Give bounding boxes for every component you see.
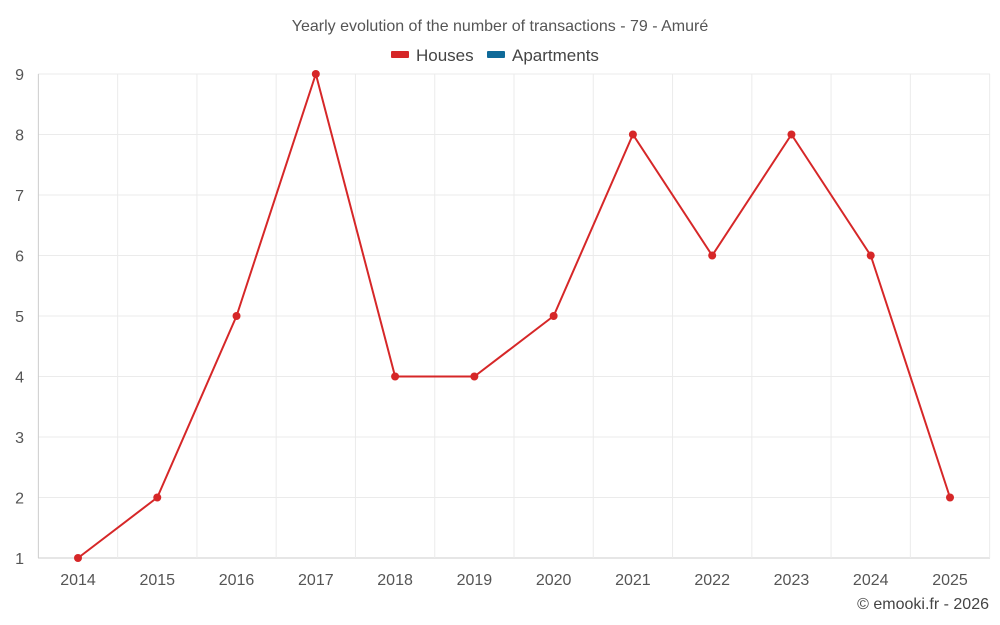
- legend-item-apartments[interactable]: Apartments: [487, 46, 599, 65]
- y-tick-label: 8: [15, 128, 24, 145]
- x-tick-label: 2023: [774, 572, 810, 589]
- chart-title: Yearly evolution of the number of transa…: [292, 18, 709, 35]
- data-point-2016[interactable]: [232, 312, 241, 320]
- data-point-2014[interactable]: [74, 554, 82, 562]
- legend: Houses Apartments: [391, 46, 599, 65]
- data-point-2020[interactable]: [549, 312, 558, 320]
- data-point-2017[interactable]: [311, 70, 320, 78]
- y-tick-label: 3: [15, 430, 24, 447]
- x-tick-label: 2014: [60, 572, 96, 589]
- y-tick-label: 1: [15, 551, 24, 568]
- data-point-2022[interactable]: [708, 251, 717, 260]
- data-point-2018[interactable]: [391, 372, 400, 381]
- data-point-2023[interactable]: [787, 130, 796, 139]
- x-tick-label: 2016: [219, 572, 255, 589]
- x-axis-ticks: 2014 2015 2016 2017 2018 2019 2020 2021 2022 2023…: [60, 572, 968, 589]
- x-tick-label: 2021: [615, 572, 651, 589]
- y-tick-label: 5: [15, 309, 24, 326]
- x-tick-label: 2015: [139, 572, 175, 589]
- data-point-2019[interactable]: [470, 372, 479, 381]
- y-tick-label: 4: [15, 370, 24, 387]
- series-line-houses: [77, 73, 951, 559]
- legend-label-houses: Houses: [416, 46, 474, 65]
- x-tick-label: 2017: [298, 572, 334, 589]
- y-tick-label: 2: [15, 491, 24, 508]
- x-tick-label: 2025: [932, 572, 968, 589]
- x-tick-label: 2019: [457, 572, 493, 589]
- data-point-2015[interactable]: [153, 493, 162, 502]
- data-point-2025[interactable]: [946, 493, 954, 502]
- data-point-2021[interactable]: [628, 130, 637, 139]
- grid: [37, 73, 991, 559]
- legend-swatch-apartments: [487, 51, 505, 58]
- y-axis-ticks: 1 2 3 4 5 6 7 8 9: [15, 67, 24, 568]
- y-tick-label: 9: [15, 67, 24, 84]
- x-tick-label: 2024: [853, 572, 889, 589]
- x-tick-label: 2018: [377, 572, 413, 589]
- x-tick-label: 2022: [694, 572, 730, 589]
- credit-text: © emooki.fr - 2026: [857, 596, 989, 613]
- data-point-2024[interactable]: [866, 251, 875, 260]
- y-tick-label: 7: [15, 188, 24, 205]
- legend-label-apartments: Apartments: [512, 46, 599, 65]
- y-tick-label: 6: [15, 249, 24, 266]
- x-tick-label: 2020: [536, 572, 572, 589]
- series-houses: [74, 70, 954, 562]
- legend-swatch-houses: [391, 51, 409, 58]
- legend-item-houses[interactable]: Houses: [391, 46, 474, 65]
